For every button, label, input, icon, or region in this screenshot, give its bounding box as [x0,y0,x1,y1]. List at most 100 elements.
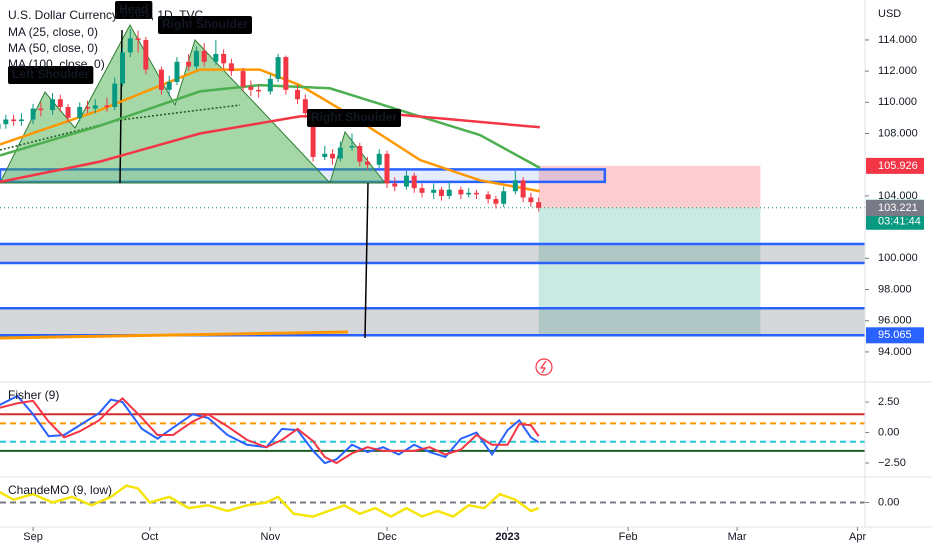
candle-body [419,188,425,193]
candle-body [528,197,534,203]
price-tag-label: 95.065 [878,329,912,341]
candle-body [30,108,36,120]
candle-body [143,39,149,70]
y-tick-label: 100.000 [878,252,918,264]
zone [0,308,865,336]
candle-body [228,63,234,72]
legend-entry: MA (25, close, 0) [8,25,98,39]
candle-body [438,189,444,196]
candle-body [295,89,301,100]
indicator-line [0,394,540,465]
candle-body [466,192,472,195]
candle-body [485,194,491,200]
legend-entry: MA (100, close, 0) [8,57,105,71]
price-tag [866,200,924,217]
candle-body [337,147,343,159]
candle-body [174,61,180,83]
legend-entry: MA (50, close, 0) [8,41,98,55]
x-tick-label: Apr [849,531,866,543]
annotation-box [307,109,401,127]
alert-icon [535,358,553,376]
x-tick-label: Nov [261,531,281,543]
candle-body [365,161,371,165]
annotation-label: Left Shoulder [12,67,90,81]
candle-body [431,189,437,193]
countdown: 03:41:44 [878,216,921,228]
candle-body [77,107,83,118]
candle-body [520,180,526,198]
x-tick-label: Oct [141,531,158,543]
neckline [0,104,241,151]
candle-body [65,107,71,118]
annotation-label: Right Shoulder [162,17,248,31]
annotation-label: Head [119,2,148,16]
indicator-line [0,484,540,518]
candle-body [240,71,246,87]
candle-body [267,78,273,92]
stop-zone [538,165,761,208]
candle-body [512,180,518,192]
price-tag-label: 103.221 [878,202,918,214]
candle-body [92,105,98,109]
target-zone [538,207,761,336]
candle-body [446,189,452,196]
indicator-title: Fisher (9) [8,388,59,402]
indicator-line [0,397,540,465]
candle-body [50,99,56,111]
price-tag [866,327,924,344]
candle-body [330,153,336,159]
candle-body [213,53,219,62]
annotation-box [115,1,153,19]
candle-body [403,175,409,187]
y-tick-label: 108.000 [878,127,918,139]
candle-body [201,50,207,62]
candle-body [221,53,227,64]
y-tick-label: 0.00 [878,426,899,438]
y-tick-label: 0.00 [878,496,899,508]
candle-body [248,86,254,90]
candle-body [3,119,9,125]
candle-body [493,199,499,204]
candle-body [57,99,63,108]
measure-line [364,182,369,339]
alert-icon-bolt [539,360,547,374]
candle-body [256,89,262,92]
x-tick-label: Feb [619,531,638,543]
indicator-line [0,113,540,184]
currency-label: USD [878,8,901,20]
candle-body [411,175,417,189]
candle-body [0,124,1,129]
candle-body [127,38,133,53]
candle-body [85,107,91,109]
y-tick-label: 112.000 [878,65,917,77]
candle-body [11,119,17,122]
annotation-label: Right Shoulder [311,110,397,124]
y-tick-label: 96.000 [878,315,912,327]
y-tick-label: 2.50 [878,396,899,408]
candle-body [166,82,172,90]
zone [0,243,865,264]
candle-body [384,153,390,184]
candle-body [501,191,507,204]
annotation-box [158,16,252,34]
x-tick-label: Dec [377,531,397,543]
price-tag-label: 105.926 [878,160,918,172]
candle-body [120,52,126,84]
candle-body [536,202,542,208]
candle-body [18,119,24,122]
candle-body [38,108,44,111]
y-tick-label: 104.000 [878,190,918,202]
candle-body [302,99,308,114]
y-tick-label: −2.50 [878,457,906,469]
candle-body [158,69,164,90]
candle-body [392,183,398,187]
indicator-title: ChandeMO (9, low) [8,483,112,497]
price-tag [866,157,924,174]
x-tick-label: Sep [23,531,43,543]
candle-body [112,83,118,108]
candle-body [310,113,316,157]
candle-body [322,153,328,157]
y-tick-label: 98.000 [878,283,912,295]
candle-body [275,57,281,79]
